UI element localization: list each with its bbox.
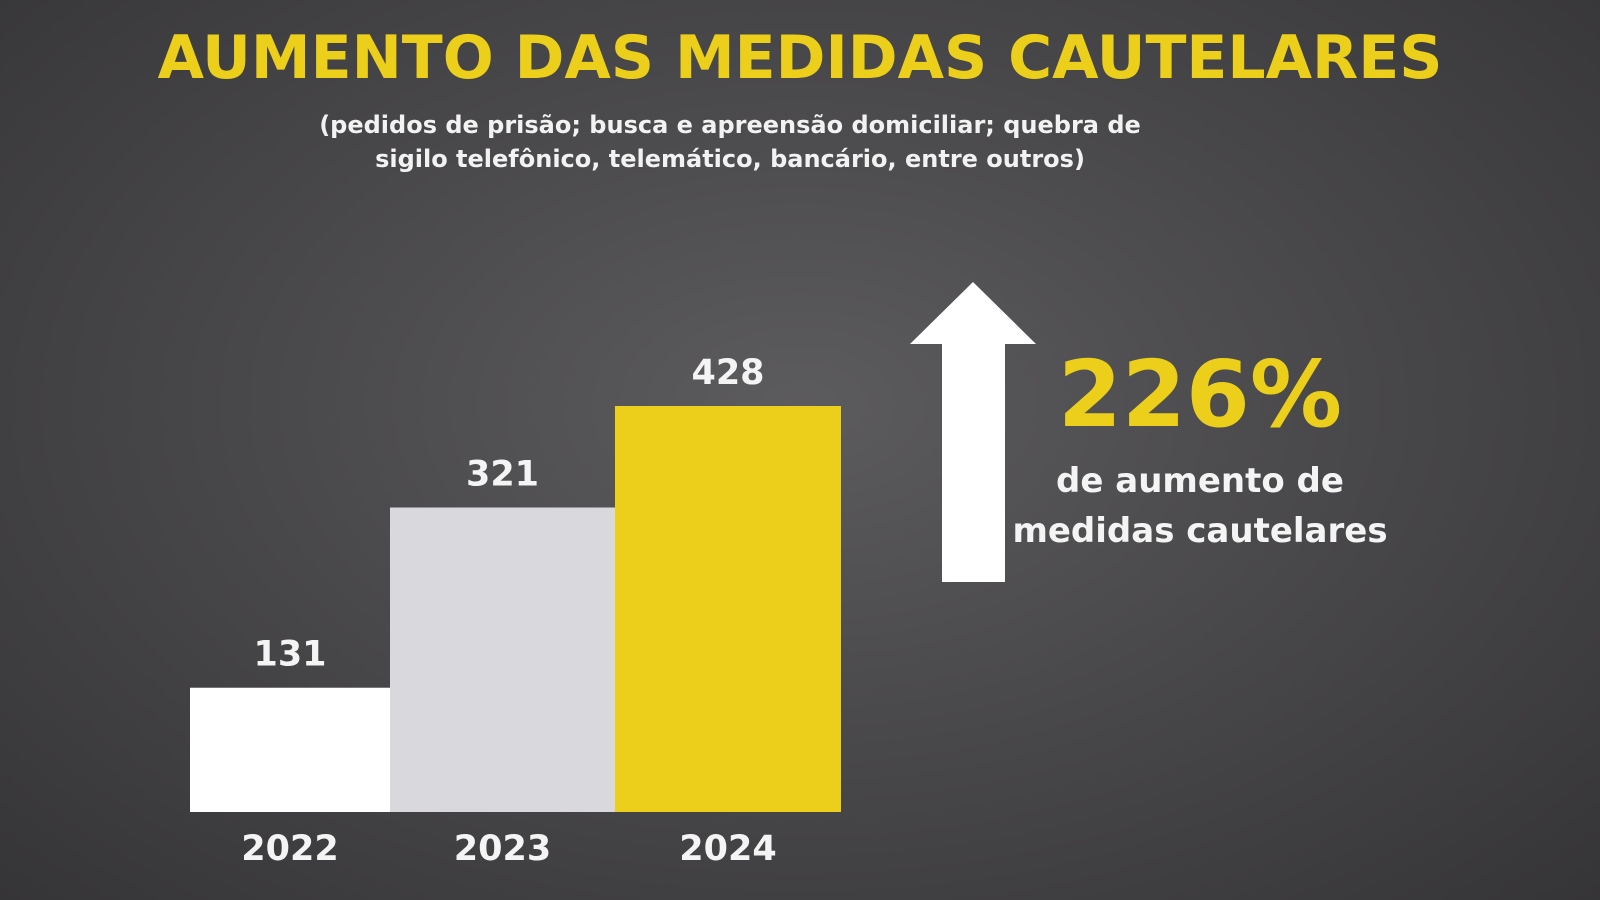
increase-percent: 226%	[1057, 341, 1343, 448]
category-label: 2022	[241, 829, 338, 869]
bar-value-label: 428	[691, 353, 764, 393]
bar-2022	[190, 687, 390, 812]
bar-2023	[390, 507, 615, 812]
category-label: 2023	[454, 829, 551, 869]
bar-value-label: 321	[466, 455, 539, 495]
bar-2024	[615, 406, 841, 812]
bar-value-label: 131	[253, 635, 326, 675]
increase-caption: de aumento de medidas cautelares	[1012, 461, 1388, 551]
page-title: AUMENTO DAS MEDIDAS CAUTELARES	[157, 23, 1443, 93]
page-subtitle: (pedidos de prisão; busca e apreensão do…	[319, 111, 1141, 173]
category-label: 2024	[679, 829, 776, 869]
arrow-up-icon	[910, 282, 1036, 582]
